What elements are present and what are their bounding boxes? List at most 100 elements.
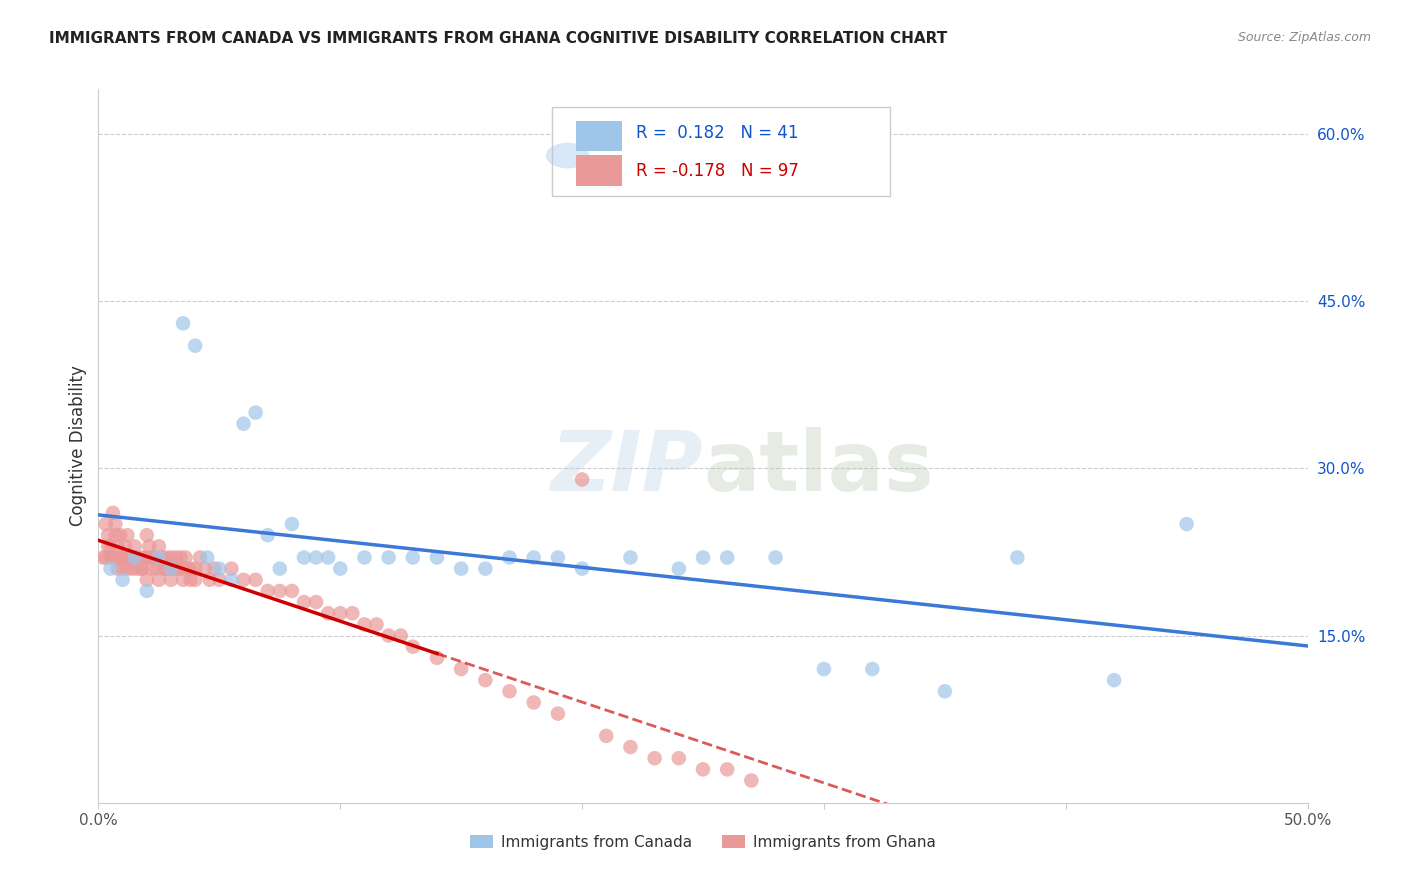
Immigrants from Ghana — [134, 550, 156, 565]
Immigrants from Canada — [668, 562, 690, 576]
Immigrants from Ghana — [141, 562, 163, 576]
Immigrants from Canada — [269, 562, 291, 576]
Immigrants from Ghana — [571, 473, 593, 487]
Immigrants from Ghana — [498, 684, 520, 698]
Immigrants from Ghana — [121, 562, 143, 576]
Immigrants from Ghana — [692, 762, 714, 776]
Immigrants from Ghana — [256, 583, 278, 598]
Immigrants from Ghana — [135, 550, 157, 565]
Immigrants from Ghana — [135, 528, 157, 542]
Immigrants from Ghana — [107, 539, 129, 553]
Immigrants from Ghana — [138, 539, 160, 553]
Immigrants from Ghana — [619, 740, 641, 755]
Immigrants from Canada — [172, 316, 194, 330]
Immigrants from Canada — [377, 550, 399, 565]
Immigrants from Ghana — [141, 550, 163, 565]
Immigrants from Ghana — [668, 751, 690, 765]
Immigrants from Ghana — [100, 550, 122, 565]
Immigrants from Canada — [1102, 673, 1125, 687]
Immigrants from Canada — [100, 562, 122, 576]
Immigrants from Canada — [208, 562, 231, 576]
Immigrants from Canada — [474, 562, 496, 576]
Immigrants from Ghana — [169, 550, 191, 565]
Immigrants from Ghana — [94, 516, 117, 531]
Immigrants from Ghana — [155, 562, 177, 576]
Immigrants from Ghana — [232, 573, 254, 587]
Immigrants from Ghana — [135, 573, 157, 587]
Immigrants from Ghana — [145, 562, 167, 576]
Immigrants from Canada — [329, 562, 352, 576]
Text: Source: ZipAtlas.com: Source: ZipAtlas.com — [1237, 31, 1371, 45]
Immigrants from Ghana — [124, 539, 146, 553]
Bar — [576, 155, 621, 186]
Text: atlas: atlas — [703, 427, 934, 508]
Legend: Immigrants from Canada, Immigrants from Ghana: Immigrants from Canada, Immigrants from … — [464, 829, 942, 855]
Immigrants from Ghana — [221, 562, 243, 576]
Immigrants from Ghana — [111, 550, 134, 565]
Immigrants from Ghana — [204, 562, 226, 576]
Immigrants from Canada — [353, 550, 375, 565]
Immigrants from Ghana — [97, 539, 120, 553]
Immigrants from Ghana — [740, 773, 762, 788]
Immigrants from Ghana — [329, 607, 352, 621]
Immigrants from Canada — [692, 550, 714, 565]
Text: R =  0.182   N = 41: R = 0.182 N = 41 — [637, 125, 799, 143]
Immigrants from Ghana — [172, 573, 194, 587]
Immigrants from Ghana — [167, 562, 190, 576]
Immigrants from Canada — [316, 550, 339, 565]
Immigrants from Canada — [195, 550, 218, 565]
Immigrants from Ghana — [716, 762, 738, 776]
Immigrants from Ghana — [157, 562, 180, 576]
Immigrants from Ghana — [245, 573, 267, 587]
Immigrants from Ghana — [148, 573, 170, 587]
Immigrants from Ghana — [155, 550, 177, 565]
Immigrants from Canada — [245, 405, 267, 419]
Immigrants from Ghana — [269, 583, 291, 598]
Immigrants from Ghana — [111, 550, 134, 565]
Immigrants from Ghana — [366, 617, 388, 632]
Immigrants from Canada — [256, 528, 278, 542]
Immigrants from Ghana — [160, 550, 183, 565]
Immigrants from Ghana — [107, 562, 129, 576]
Text: IMMIGRANTS FROM CANADA VS IMMIGRANTS FROM GHANA COGNITIVE DISABILITY CORRELATION: IMMIGRANTS FROM CANADA VS IMMIGRANTS FRO… — [49, 31, 948, 46]
Bar — [576, 120, 621, 152]
Immigrants from Ghana — [131, 562, 153, 576]
Immigrants from Canada — [221, 573, 243, 587]
Immigrants from Ghana — [91, 550, 114, 565]
Immigrants from Ghana — [165, 562, 187, 576]
Immigrants from Ghana — [174, 550, 197, 565]
Immigrants from Canada — [292, 550, 315, 565]
Immigrants from Ghana — [124, 550, 146, 565]
Immigrants from Ghana — [165, 550, 187, 565]
Immigrants from Ghana — [595, 729, 617, 743]
Immigrants from Ghana — [172, 562, 194, 576]
Immigrants from Ghana — [342, 607, 364, 621]
Immigrants from Ghana — [160, 573, 183, 587]
Immigrants from Canada — [305, 550, 328, 565]
Immigrants from Ghana — [184, 573, 207, 587]
Immigrants from Ghana — [184, 562, 207, 576]
Immigrants from Canada — [860, 662, 883, 676]
Immigrants from Ghana — [114, 539, 136, 553]
Text: R = -0.178   N = 97: R = -0.178 N = 97 — [637, 162, 800, 180]
Immigrants from Canada — [934, 684, 956, 698]
Immigrants from Ghana — [100, 539, 122, 553]
Immigrants from Canada — [813, 662, 835, 676]
Immigrants from Ghana — [194, 562, 217, 576]
Immigrants from Canada — [148, 550, 170, 565]
Immigrants from Canada — [402, 550, 425, 565]
Immigrants from Canada — [160, 562, 183, 576]
Immigrants from Ghana — [104, 516, 127, 531]
Immigrants from Ghana — [148, 539, 170, 553]
Immigrants from Ghana — [162, 562, 184, 576]
Immigrants from Canada — [232, 417, 254, 431]
Immigrants from Ghana — [97, 528, 120, 542]
Immigrants from Ghana — [316, 607, 339, 621]
Immigrants from Ghana — [389, 628, 412, 642]
Immigrants from Ghana — [474, 673, 496, 687]
Immigrants from Ghana — [353, 617, 375, 632]
Immigrants from Ghana — [124, 550, 146, 565]
Immigrants from Canada — [281, 516, 304, 531]
Immigrants from Ghana — [305, 595, 328, 609]
Immigrants from Ghana — [108, 528, 131, 542]
